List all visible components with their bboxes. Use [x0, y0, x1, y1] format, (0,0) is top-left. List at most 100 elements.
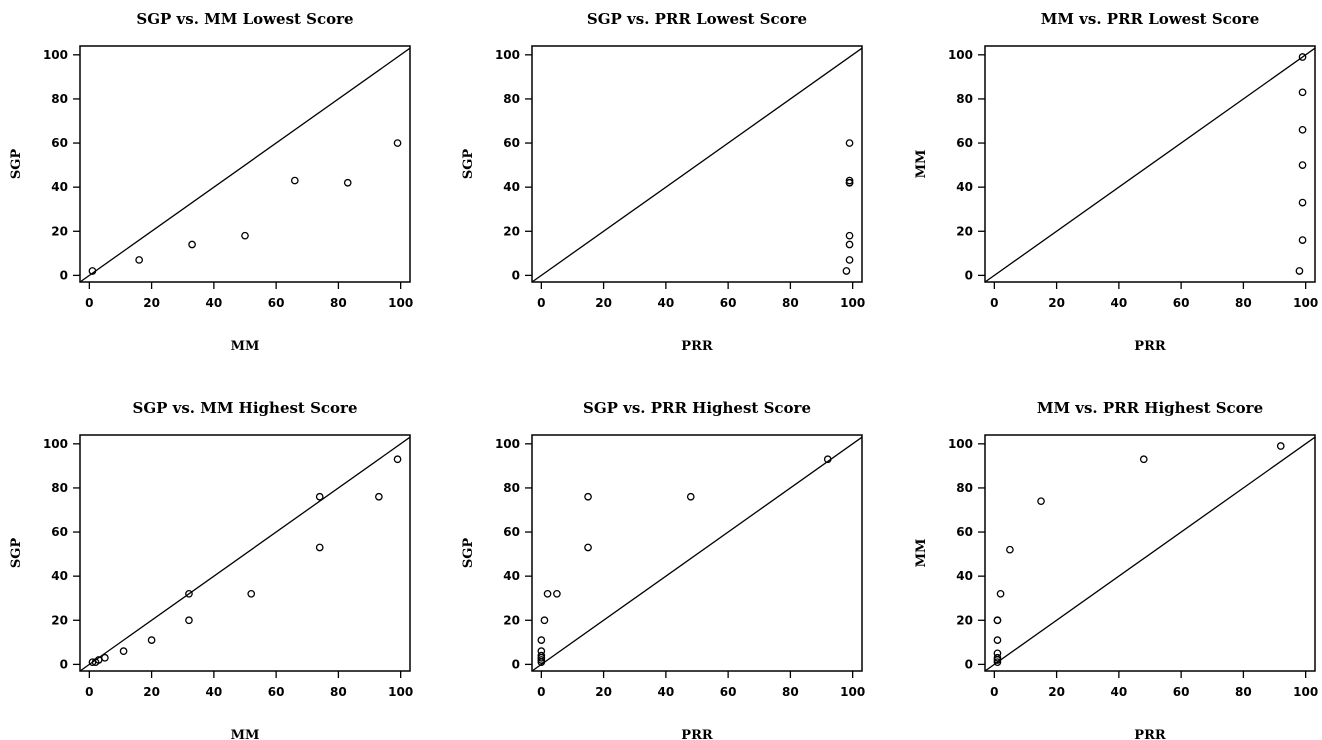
y-tick-label: 40 [956, 569, 973, 583]
data-point [247, 589, 256, 598]
data-point [1006, 545, 1014, 554]
identity-line [532, 47, 862, 282]
data-point [537, 636, 546, 644]
data-point [584, 543, 592, 552]
x-tick-label: 20 [595, 685, 612, 699]
y-tick-label: 0 [60, 268, 68, 282]
x-tick-label: 20 [143, 296, 160, 310]
data-point [845, 256, 854, 264]
x-tick-label: 80 [782, 685, 799, 699]
data-point [993, 653, 1002, 662]
y-tick-label: 40 [51, 569, 68, 583]
data-point [1295, 267, 1304, 275]
data-point [1276, 442, 1285, 450]
y-tick-label: 20 [51, 224, 68, 238]
y-tick-label: 80 [956, 92, 973, 106]
x-tick-label: 20 [143, 685, 160, 699]
panel-title: MM vs. PRR Highest Score [1037, 399, 1263, 417]
y-tick-label: 80 [51, 92, 68, 106]
data-point [543, 589, 552, 598]
data-point [393, 455, 402, 464]
data-point [375, 492, 383, 501]
data-point [842, 267, 851, 275]
x-tick-label: 40 [658, 685, 675, 699]
data-point [185, 589, 193, 598]
x-tick-label: 60 [268, 296, 285, 310]
x-tick-label: 100 [840, 296, 865, 310]
data-point [101, 653, 109, 662]
y-axis-label: SGP [461, 538, 476, 568]
y-tick-label: 60 [503, 525, 520, 539]
x-tick-label: 60 [720, 296, 737, 310]
y-tick-label: 40 [503, 180, 520, 194]
x-tick-label: 40 [206, 685, 223, 699]
data-point [993, 616, 1002, 625]
data-point [537, 656, 546, 664]
y-tick-label: 60 [956, 525, 973, 539]
data-point [996, 589, 1005, 598]
data-point [686, 492, 695, 501]
y-axis-label: MM [914, 539, 929, 568]
y-tick-label: 40 [956, 180, 973, 194]
data-point [135, 256, 144, 264]
x-tick-label: 60 [1173, 296, 1190, 310]
x-tick-label: 0 [85, 296, 93, 310]
data-point [993, 636, 1002, 644]
y-tick-label: 80 [503, 481, 520, 495]
x-axis-label: MM [231, 728, 260, 740]
x-tick-label: 100 [1293, 296, 1318, 310]
identity-line [985, 47, 1315, 282]
identity-line [80, 436, 410, 671]
x-tick-label: 100 [840, 685, 865, 699]
x-axis-label: PRR [681, 339, 713, 354]
y-tick-label: 100 [43, 437, 68, 451]
y-tick-label: 100 [43, 48, 68, 62]
panel-title: MM vs. PRR Lowest Score [1041, 10, 1260, 28]
panel-title: SGP vs. MM Highest Score [133, 399, 358, 417]
plot-frame [79, 434, 411, 672]
y-tick-label: 20 [956, 613, 973, 627]
y-axis-label: SGP [461, 149, 476, 179]
data-point [993, 658, 1002, 667]
plot-frame [531, 45, 863, 283]
data-point [1298, 236, 1307, 244]
identity-line [532, 436, 862, 671]
x-tick-label: 20 [595, 296, 612, 310]
y-axis-label: SGP [9, 538, 24, 568]
data-point [88, 267, 97, 275]
plot-frame [79, 45, 411, 283]
x-tick-label: 100 [388, 296, 413, 310]
y-tick-label: 0 [965, 268, 973, 282]
scatter-panel-6: MM vs. PRR Highest Score 0 20 40 60 80 100 0 20 4… [914, 399, 1318, 740]
y-tick-label: 20 [503, 224, 520, 238]
plot-frame [984, 45, 1316, 283]
scatter-panel-1: SGP vs. MM Lowest Score 0 20 40 60 80 100 0 20 40… [9, 10, 413, 354]
data-point [1298, 53, 1307, 61]
x-tick-label: 40 [658, 296, 675, 310]
data-point [553, 589, 561, 598]
scatter-panel-3: MM vs. PRR Lowest Score 0 20 40 60 80 100 0 20 40… [914, 10, 1318, 354]
x-tick-label: 0 [537, 296, 545, 310]
y-tick-label: 80 [503, 92, 520, 106]
y-tick-label: 80 [956, 481, 973, 495]
data-point [119, 647, 128, 655]
panel-title: SGP vs. MM Lowest Score [136, 10, 353, 28]
scatter-panel-5: SGP vs. PRR Highest Score 0 20 40 60 80 100 0 20… [461, 399, 865, 740]
data-point [845, 139, 854, 147]
data-point [315, 543, 324, 552]
x-axis-label: PRR [681, 728, 713, 740]
data-point [1298, 88, 1307, 97]
data-point [1037, 497, 1045, 506]
panel-title: SGP vs. PRR Lowest Score [587, 10, 807, 28]
y-tick-label: 80 [51, 481, 68, 495]
identity-line [80, 47, 410, 282]
data-point [584, 492, 592, 501]
panel-title: SGP vs. PRR Highest Score [583, 399, 811, 417]
y-tick-label: 0 [512, 268, 520, 282]
data-point [1298, 161, 1307, 169]
data-point [1298, 198, 1307, 207]
x-tick-label: 60 [1173, 685, 1190, 699]
x-tick-label: 20 [1048, 296, 1065, 310]
y-tick-label: 60 [51, 525, 68, 539]
